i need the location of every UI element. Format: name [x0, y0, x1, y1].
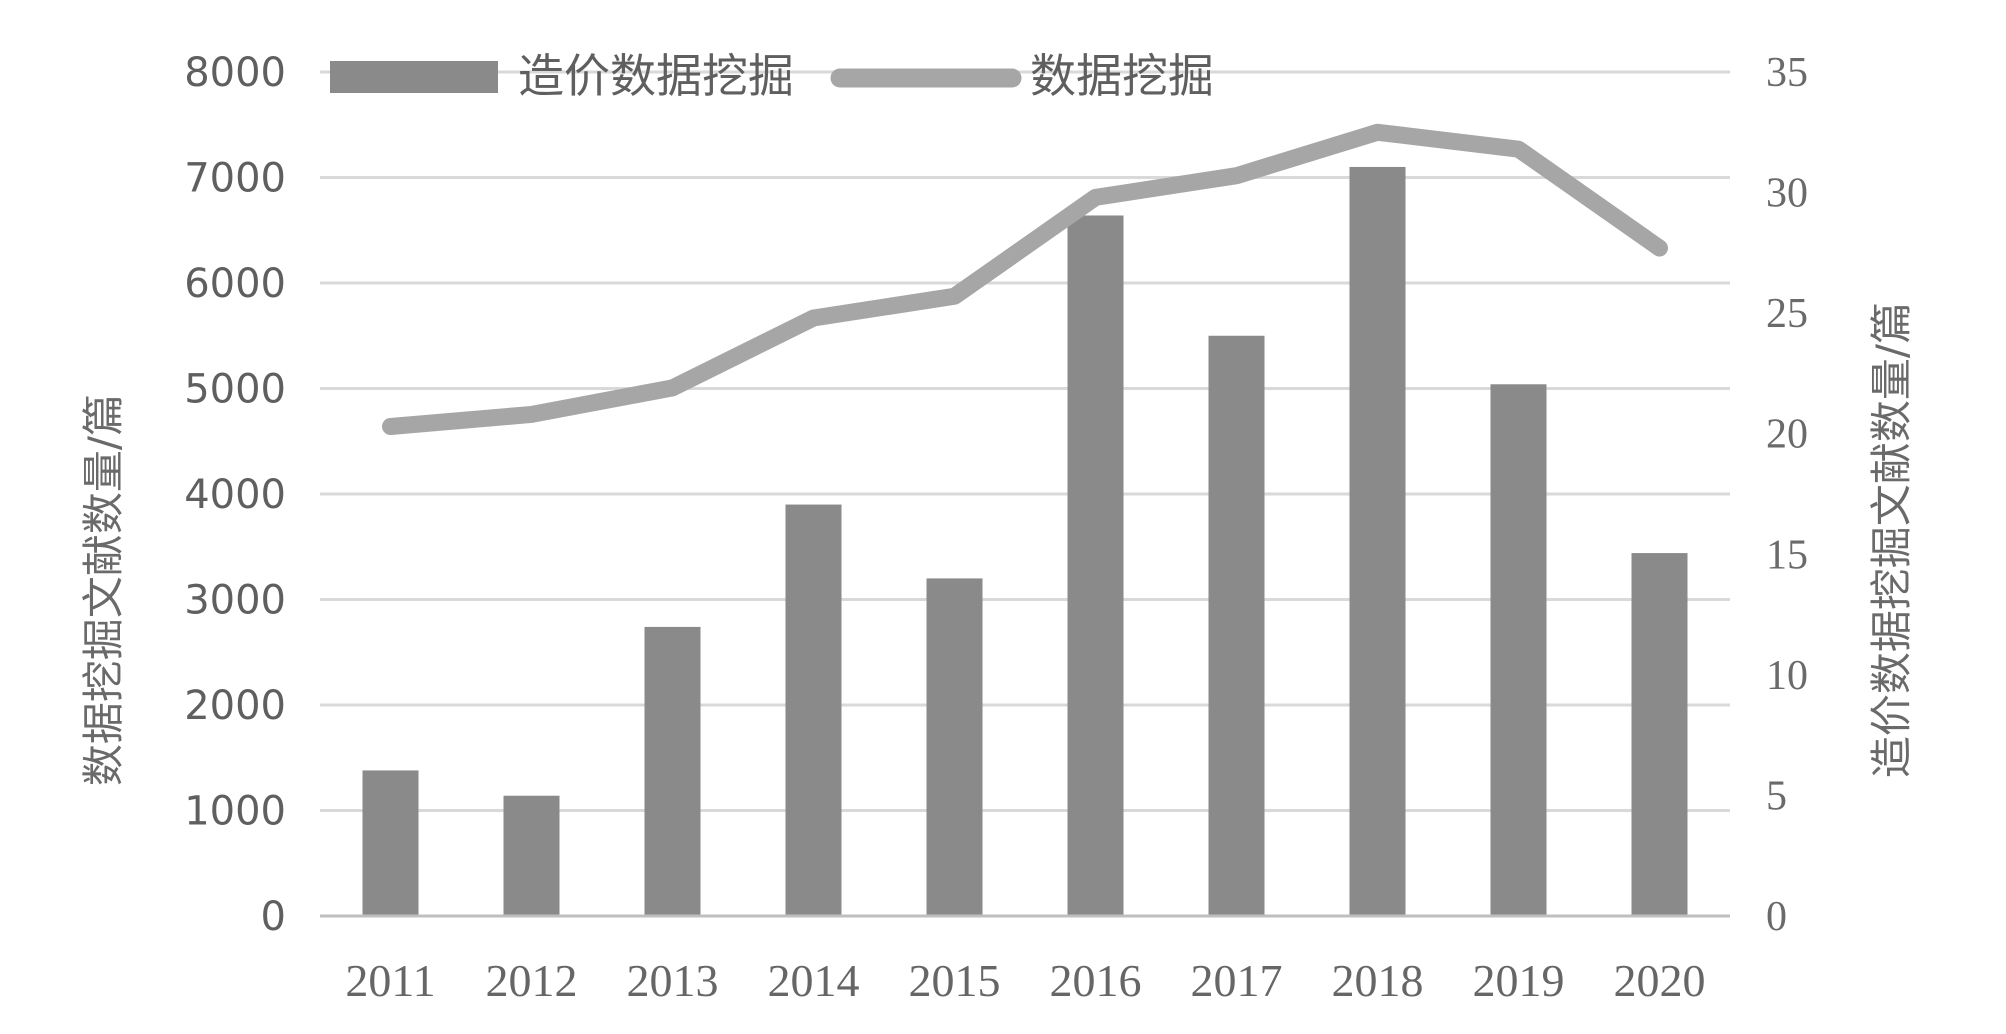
y-right-tick-label: 10 [1766, 653, 1808, 699]
bar-2013 [644, 626, 701, 916]
axes: 0 1000 2000 3000 4000 5000 6000 7000 8000 0 5 10 15 2… [184, 50, 1808, 1006]
line-point-2018 [1376, 131, 1379, 134]
y-left-tick-label: 7000 [184, 156, 286, 202]
legend-bar-swatch [330, 61, 498, 93]
x-tick-label: 2012 [486, 955, 578, 1006]
y-left-tick-label: 5000 [184, 367, 286, 413]
x-tick-label: 2015 [909, 955, 1001, 1006]
line-point-2012 [530, 413, 533, 416]
bar-2016 [1067, 215, 1124, 917]
bar-2018 [1349, 166, 1406, 916]
y-right-tick-label: 35 [1766, 50, 1808, 96]
x-tick-label: 2020 [1614, 955, 1706, 1006]
y-right-tick-label: 15 [1766, 532, 1808, 578]
line-point-2014 [812, 316, 815, 319]
line-point-2019 [1517, 148, 1520, 151]
bar-series [362, 166, 1688, 917]
y-right-tick-label: 5 [1766, 773, 1787, 819]
x-tick-label: 2019 [1473, 955, 1565, 1006]
line-series [382, 123, 1668, 435]
y-left-tick-label: 1000 [184, 789, 286, 835]
line-point-2011 [389, 425, 392, 428]
y-right-tick-label: 25 [1766, 291, 1808, 337]
y-right-tick-label: 0 [1766, 894, 1787, 940]
y-left-tick-label: 6000 [184, 261, 286, 307]
bar-2014 [785, 504, 842, 916]
x-tick-label: 2014 [768, 955, 860, 1006]
bar-2011 [362, 770, 419, 916]
bar-2012 [503, 795, 560, 916]
line-point-2015 [953, 295, 956, 298]
line-point-2017 [1235, 174, 1238, 177]
y-left-tick-label: 4000 [184, 472, 286, 518]
y-left-tick-label: 2000 [184, 683, 286, 729]
y-axis-left-title: 数据挖掘文献数量/篇 [79, 394, 128, 786]
line-point-2016 [1094, 196, 1097, 199]
line-point-2020 [1658, 247, 1661, 250]
legend-line-label: 数据挖掘 [1030, 49, 1214, 103]
x-tick-label: 2017 [1191, 955, 1283, 1006]
y-right-tick-label: 20 [1766, 412, 1808, 458]
y-left-tick-label: 8000 [184, 50, 286, 96]
y-right-tick-label: 30 [1766, 171, 1808, 217]
line-point-2013 [671, 386, 674, 389]
y-axis-right-title: 造价数据挖掘文献数量/篇 [1867, 302, 1916, 778]
bar-2020 [1631, 553, 1688, 916]
bar-2017 [1208, 335, 1265, 916]
bar-2019 [1490, 384, 1547, 916]
y-left-tick-label: 3000 [184, 578, 286, 624]
gridlines [320, 70, 1730, 812]
y-left-tick-label: 0 [261, 894, 286, 940]
bar-2015 [926, 578, 983, 916]
legend: 造价数据挖掘 数据挖掘 [330, 49, 1214, 103]
x-tick-label: 2016 [1050, 955, 1142, 1006]
x-tick-label: 2018 [1332, 955, 1424, 1006]
line-path [382, 123, 1668, 435]
legend-bar-label: 造价数据挖掘 [518, 49, 794, 103]
x-tick-label: 2011 [345, 955, 435, 1006]
x-tick-label: 2013 [627, 955, 719, 1006]
